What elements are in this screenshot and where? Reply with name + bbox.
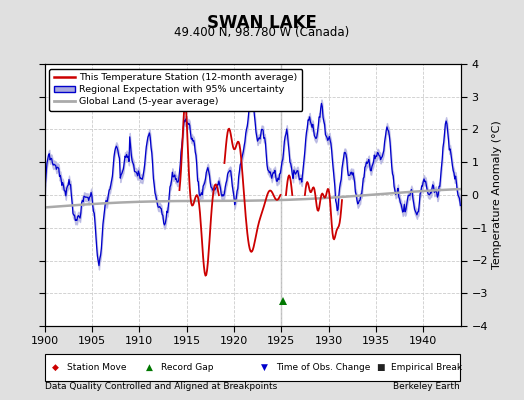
Text: ▲: ▲ xyxy=(146,363,153,372)
Text: Empirical Break: Empirical Break xyxy=(391,363,463,372)
Text: 49.400 N, 98.780 W (Canada): 49.400 N, 98.780 W (Canada) xyxy=(174,26,350,39)
Text: SWAN LAKE: SWAN LAKE xyxy=(207,14,317,32)
Text: Time of Obs. Change: Time of Obs. Change xyxy=(276,363,370,372)
Text: Berkeley Earth: Berkeley Earth xyxy=(393,382,460,391)
Y-axis label: Temperature Anomaly (°C): Temperature Anomaly (°C) xyxy=(492,121,502,269)
Text: ▼: ▼ xyxy=(261,363,268,372)
Text: Station Move: Station Move xyxy=(67,363,126,372)
Legend: This Temperature Station (12-month average), Regional Expectation with 95% uncer: This Temperature Station (12-month avera… xyxy=(49,69,302,111)
Text: Record Gap: Record Gap xyxy=(161,363,213,372)
Text: ■: ■ xyxy=(376,363,384,372)
Text: ◆: ◆ xyxy=(51,363,59,372)
Text: Data Quality Controlled and Aligned at Breakpoints: Data Quality Controlled and Aligned at B… xyxy=(45,382,277,391)
